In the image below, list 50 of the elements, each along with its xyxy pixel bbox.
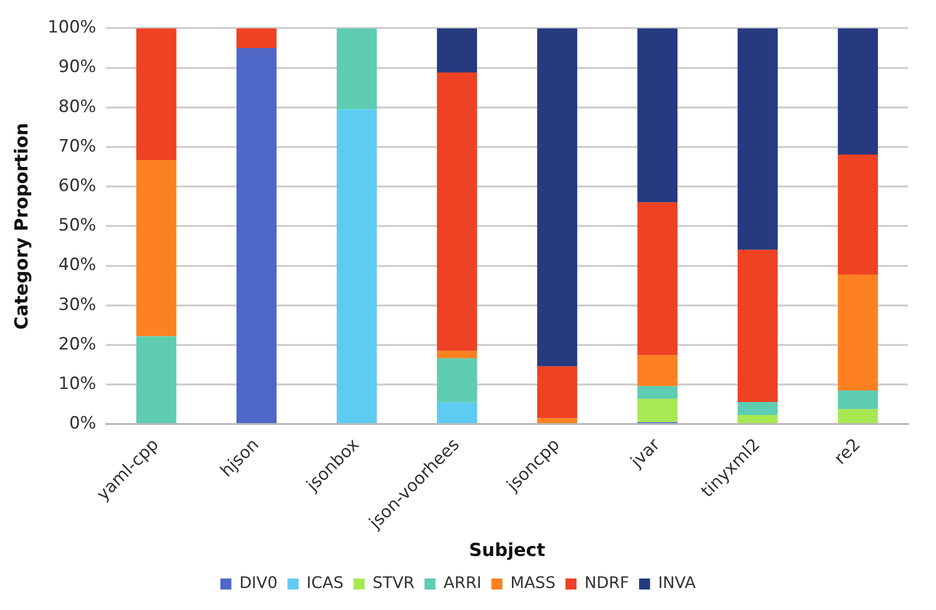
bar <box>738 250 778 402</box>
y-tick-label: 10% <box>58 374 96 394</box>
bar <box>637 386 678 399</box>
y-tick-label: 30% <box>58 294 96 315</box>
bar <box>136 336 176 424</box>
bar <box>637 355 678 386</box>
bar <box>838 274 878 390</box>
bar <box>436 358 478 402</box>
legend-label: ICAS <box>306 573 344 592</box>
legend-label: DIV0 <box>239 573 278 592</box>
y-tick-label: 0% <box>69 414 96 434</box>
y-axis-title: Category Proportion <box>11 122 32 330</box>
bar <box>738 415 778 424</box>
bar <box>236 48 277 424</box>
bar <box>738 402 778 416</box>
legend-label: ARRI <box>444 573 482 592</box>
y-tick-label: 90% <box>58 57 96 78</box>
bar <box>136 28 176 160</box>
legend-label: INVA <box>658 573 696 592</box>
bar <box>838 390 878 410</box>
bar <box>537 28 578 366</box>
bar <box>637 28 678 202</box>
bar <box>738 28 778 250</box>
bar <box>838 28 878 155</box>
bar <box>637 202 678 356</box>
bar <box>436 350 478 358</box>
y-tick-label: 50% <box>58 216 96 236</box>
bar <box>838 154 878 274</box>
bar <box>336 28 377 110</box>
bar <box>537 366 578 418</box>
y-tick-label: 80% <box>58 96 96 117</box>
y-tick-label: 20% <box>58 334 96 354</box>
legend-label: MASS <box>510 573 556 592</box>
bar <box>537 418 578 424</box>
y-tick-label: 70% <box>58 136 96 156</box>
bar <box>236 28 277 48</box>
legend-label: NDRF <box>584 573 630 592</box>
y-tick-label: 100% <box>48 18 96 38</box>
y-tick-label: 40% <box>58 255 96 276</box>
bar <box>436 402 478 424</box>
bar <box>136 160 176 336</box>
bar <box>637 398 678 422</box>
bar <box>436 28 478 73</box>
bar <box>838 409 878 424</box>
legend-label: STVR <box>372 573 415 592</box>
bar <box>436 72 478 351</box>
x-axis-title: Subject <box>468 540 546 561</box>
x-tick-label: re2 <box>830 434 865 469</box>
y-tick-label: 60% <box>58 176 96 196</box>
bar <box>336 109 377 424</box>
